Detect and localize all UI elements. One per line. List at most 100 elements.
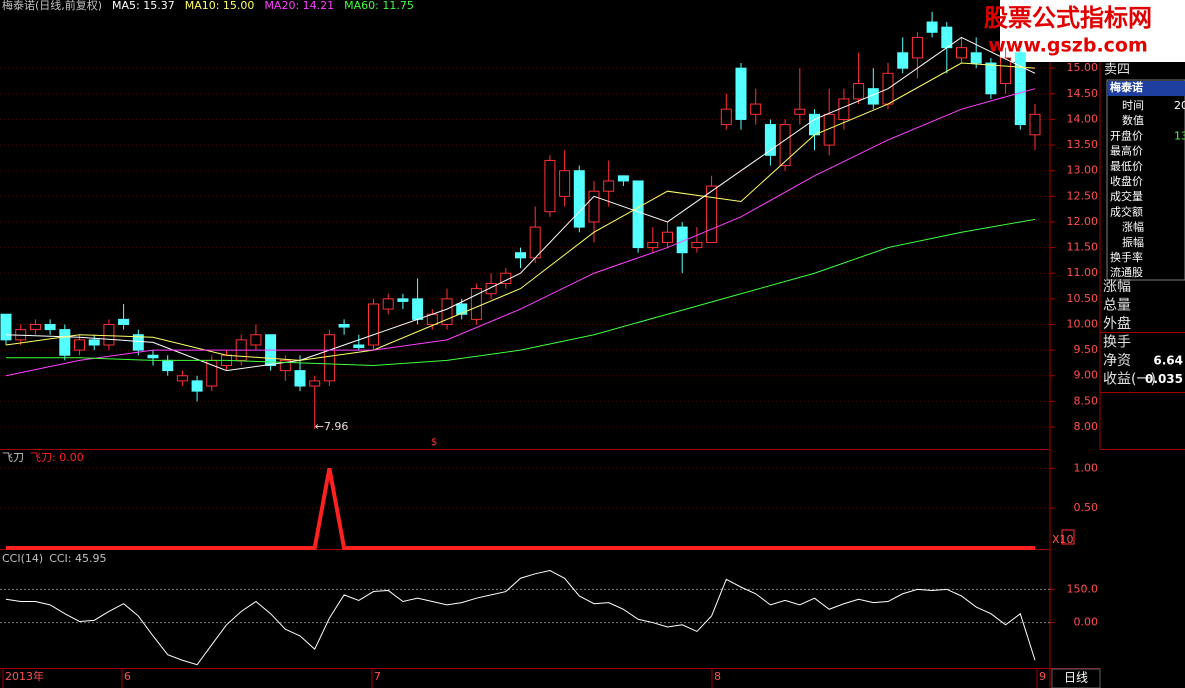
- watermark-bg: [1000, 0, 1185, 62]
- y-tick-label: 13.00: [1067, 164, 1099, 177]
- row-label: 涨幅: [1103, 279, 1131, 295]
- candle-body: [632, 180, 644, 249]
- candle-body: [956, 47, 967, 59]
- legend-entry: MA10: 15.00: [185, 0, 255, 12]
- y-tick-label: 150.0: [1067, 582, 1099, 595]
- candle-body: [529, 226, 541, 259]
- candle-body: [147, 354, 159, 359]
- info-box-header: [1108, 81, 1185, 96]
- field-value: 13: [1174, 129, 1185, 142]
- candle-body: [794, 108, 806, 115]
- candle-body: [750, 103, 762, 115]
- x-tick-label: 7: [374, 670, 381, 683]
- candle-body: [0, 313, 12, 341]
- ma-line: [6, 218, 1036, 366]
- y-tick-label: 13.50: [1067, 138, 1099, 151]
- candle-body: [44, 323, 56, 331]
- ma-line: [5, 88, 1036, 377]
- candle-body: [662, 231, 673, 243]
- row-label: 总量: [1103, 298, 1131, 314]
- field-label: 涨幅: [1122, 221, 1144, 234]
- candle-body: [735, 67, 747, 120]
- period-button-bg[interactable]: [1051, 668, 1101, 688]
- candle-body: [1029, 113, 1041, 136]
- field-label: 开盘价: [1110, 128, 1143, 142]
- candle-body: [588, 190, 600, 223]
- candle-body: [559, 170, 571, 197]
- y-tick-label: 11.50: [1067, 241, 1099, 254]
- marker: $: [431, 437, 437, 448]
- candle-body: [853, 83, 865, 100]
- y-tick-label: 15.00: [1067, 61, 1099, 74]
- legend-entry: MA60: 11.75: [344, 0, 414, 12]
- y-tick-label: 9.50: [1074, 343, 1099, 356]
- candle-body: [941, 26, 953, 49]
- candle-body: [867, 88, 879, 105]
- candle-body: [118, 318, 130, 325]
- candle-body: [294, 370, 306, 387]
- y-tick-label: 0.00: [1074, 616, 1099, 629]
- candle-body: [132, 334, 144, 351]
- legend-entry: MA20: 14.21: [264, 0, 334, 12]
- x-tick-label: 2013年: [5, 669, 44, 683]
- candle-body: [103, 323, 115, 346]
- y-tick-label: 10.50: [1067, 292, 1099, 305]
- candle-body: [412, 298, 424, 320]
- candle-body: [1014, 52, 1026, 126]
- candle-body: [720, 108, 732, 126]
- watermark-url: www.gszb.com: [988, 35, 1148, 57]
- candle-body: [29, 323, 41, 331]
- candle-body: [74, 339, 85, 351]
- candle-body: [985, 62, 997, 95]
- candle-body: [1000, 57, 1012, 85]
- candle-body: [250, 334, 262, 346]
- indicator-title: 飞刀: [2, 451, 24, 464]
- scale-box: [1061, 529, 1075, 545]
- row-label: 外盘: [1103, 315, 1131, 332]
- candle-body: [647, 241, 659, 249]
- field-label: 最低价: [1110, 160, 1143, 173]
- ma-line: [5, 62, 1036, 361]
- field-value: 20: [1174, 99, 1185, 112]
- row-label: 收益(一): [1103, 372, 1156, 388]
- candle-body: [617, 175, 629, 182]
- legend-entry: 飞刀: 0.00: [30, 451, 84, 464]
- info-box: [1106, 79, 1185, 281]
- indicator-line: [6, 467, 1035, 550]
- indicator-title: CCI(14): [2, 552, 43, 565]
- field-label: 数值: [1122, 114, 1144, 127]
- panel-top: 卖四: [1104, 63, 1130, 78]
- y-tick-label: 12.50: [1067, 189, 1099, 202]
- candle-body: [544, 159, 556, 213]
- field-label: 换手率: [1110, 250, 1143, 264]
- watermark-title: 股票公式指标网: [984, 4, 1152, 32]
- candle-body: [353, 344, 365, 349]
- candle-body: [368, 303, 379, 346]
- field-label: 最高价: [1110, 144, 1143, 158]
- field-label: 振幅: [1122, 235, 1144, 249]
- candle-body: [970, 52, 982, 64]
- candle-body: [706, 185, 718, 243]
- candle-body: [456, 303, 468, 315]
- y-tick-label: 14.50: [1067, 87, 1099, 100]
- candle-body: [926, 21, 938, 33]
- candle-body: [897, 52, 909, 69]
- field-label: 流通股: [1110, 265, 1143, 279]
- row-label: 净资: [1103, 353, 1131, 369]
- field-label: 收盘价: [1110, 174, 1143, 188]
- candle-body: [838, 98, 850, 120]
- candle-body: [779, 124, 791, 167]
- candle-body: [573, 170, 585, 228]
- candle-body: [764, 124, 776, 156]
- y-tick-label: 11.00: [1067, 266, 1099, 279]
- candle-body: [823, 113, 835, 146]
- annotation: ←7.96: [315, 420, 349, 433]
- period-button[interactable]: 日线: [1064, 671, 1088, 685]
- candle-body: [323, 334, 335, 382]
- candle-body: [911, 36, 923, 59]
- candle-body: [515, 252, 526, 259]
- candle-body: [676, 226, 688, 254]
- candle-body: [441, 298, 453, 325]
